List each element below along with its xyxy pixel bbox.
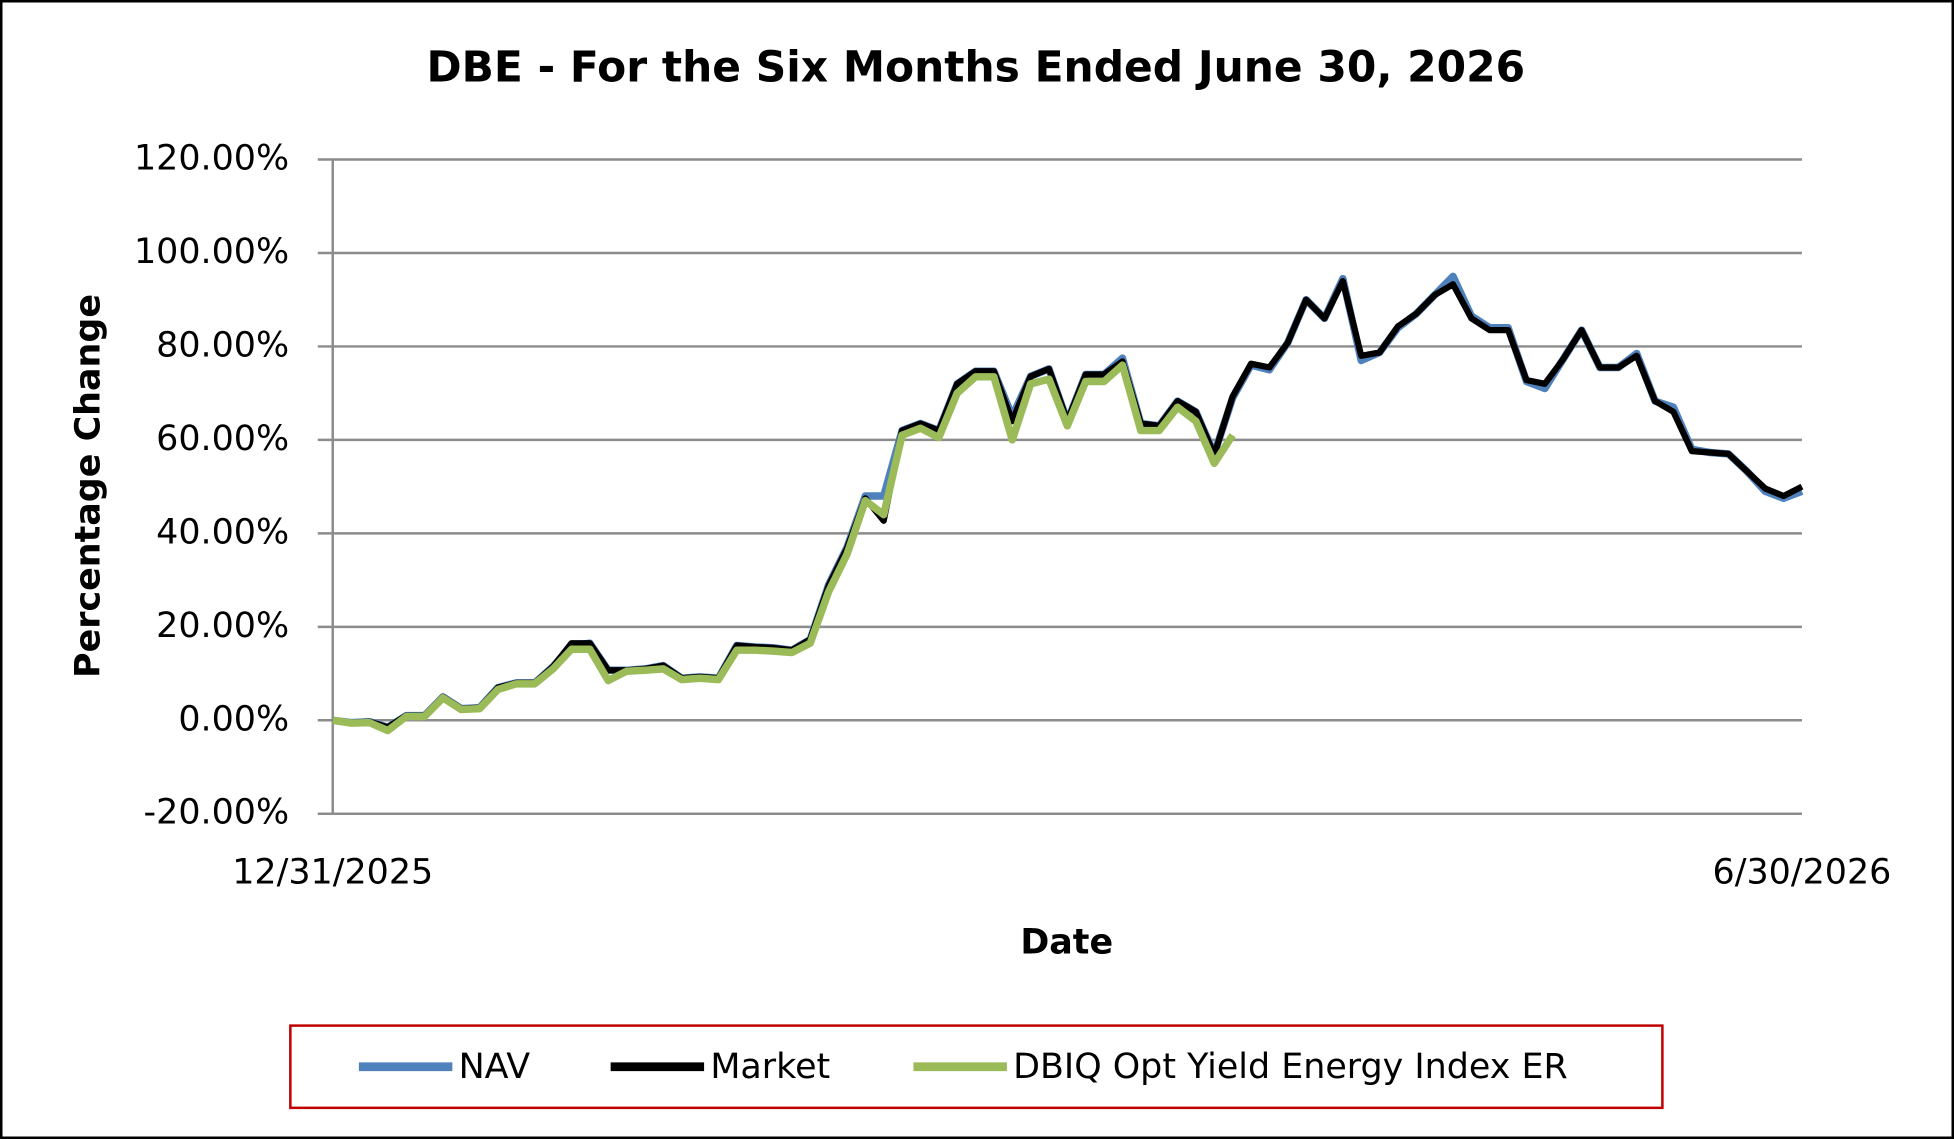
legend-label: NAV	[459, 1047, 531, 1087]
legend-box	[289, 1024, 1664, 1110]
series-line	[332, 361, 1236, 735]
y-tick-label: 80.00%	[156, 325, 289, 365]
x-tick-label: 12/31/2025	[232, 853, 433, 893]
y-tick-label: 100.00%	[134, 232, 289, 272]
y-tick-label: -20.00%	[144, 793, 290, 833]
y-tick-label: 20.00%	[156, 606, 289, 646]
chart-title: DBE - For the Six Months Ended June 30, …	[426, 42, 1525, 91]
x-axis-label: Date	[1020, 922, 1113, 962]
y-tick-label: 0.00%	[178, 699, 289, 739]
y-tick-label: 60.00%	[156, 419, 289, 459]
x-tick-label: 6/30/2026	[1713, 853, 1892, 893]
y-tick-label: 120.00%	[134, 139, 289, 179]
y-tick-label: 40.00%	[156, 512, 289, 552]
y-axis-label: Percentage Change	[69, 294, 109, 678]
legend-label: DBIQ Opt Yield Energy Index ER	[1013, 1047, 1568, 1087]
legend-label: Market	[710, 1047, 830, 1087]
